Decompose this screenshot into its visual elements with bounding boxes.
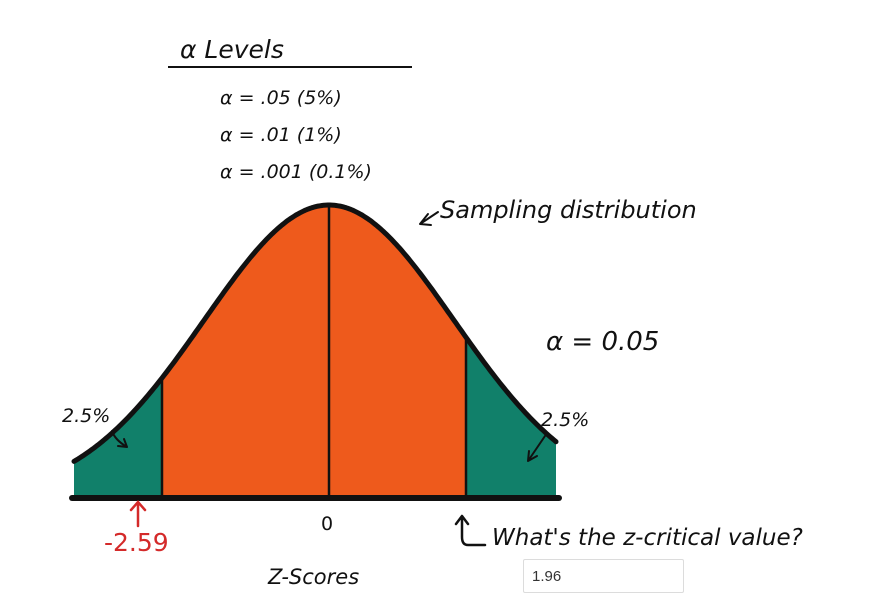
alpha-levels-heading: α Levels	[180, 35, 284, 64]
bell-curve-outline	[71, 202, 559, 464]
question-hook-arrow	[454, 514, 487, 547]
curve-body-region	[162, 205, 466, 498]
alpha-level-item: α = .001 (0.1%)	[220, 161, 372, 183]
left-tail-percent: 2.5%	[62, 405, 110, 427]
alpha-level-item: α = .05 (5%)	[220, 87, 342, 109]
curve-label-arrow	[419, 211, 439, 226]
right-tail-percent: 2.5%	[541, 409, 589, 431]
right-tail-arrow	[527, 435, 546, 462]
mean-zero-label: 0	[321, 513, 333, 535]
left-tail-arrow	[111, 430, 128, 448]
left-critical-arrow	[129, 500, 147, 528]
z-critical-answer-input[interactable]	[523, 559, 684, 593]
alpha-value-label: α = 0.05	[546, 327, 659, 357]
z-critical-question: What's the z-critical value?	[492, 525, 803, 551]
z-scores-axis-label: Z-Scores	[267, 565, 359, 589]
alpha-level-item: α = .01 (1%)	[220, 124, 342, 146]
sampling-distribution-label: Sampling distribution	[440, 196, 697, 224]
left-critical-value: -2.59	[104, 528, 169, 557]
